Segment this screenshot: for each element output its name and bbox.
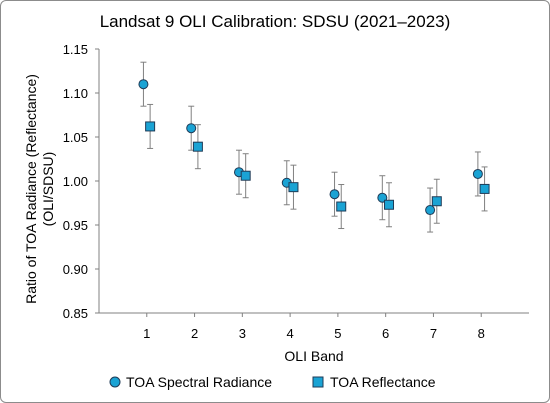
legend-item-radiance: TOA Spectral Radiance (109, 374, 272, 390)
data-point-square (384, 199, 395, 210)
y-tick-label: 1.00 (63, 174, 88, 189)
y-tick-label: 1.15 (63, 42, 88, 57)
data-point-circle (329, 189, 340, 200)
y-tick-label: 0.85 (63, 306, 88, 321)
legend-square-marker (312, 376, 324, 388)
x-tick-labels: 1 2 3 4 5 6 7 8 (143, 313, 485, 341)
series-layer (138, 61, 490, 233)
y-tick-label: 0.90 (63, 262, 88, 277)
series-radiance (138, 61, 483, 233)
data-point-square (192, 141, 203, 152)
legend: TOA Spectral Radiance TOA Reflectance (109, 374, 436, 390)
x-tick-label: 6 (382, 326, 389, 341)
data-point-circle (138, 79, 149, 90)
data-point-square (145, 121, 156, 132)
legend-label-radiance: TOA Spectral Radiance (126, 374, 272, 390)
data-point-square (240, 170, 251, 181)
data-point-square (479, 183, 490, 194)
legend-label-reflectance: TOA Reflectance (330, 374, 436, 390)
y-tick-label: 1.10 (63, 86, 88, 101)
x-tick-label: 2 (191, 326, 198, 341)
x-tick-label: 1 (143, 326, 150, 341)
legend-circle-marker (109, 376, 121, 388)
x-tick-label: 3 (239, 326, 246, 341)
y-tick-label: 0.95 (63, 218, 88, 233)
y-tick-labels: 0.85 0.90 0.95 1.00 1.05 1.10 1.15 (63, 42, 99, 321)
axes (98, 49, 529, 314)
data-point-circle (425, 205, 436, 216)
data-point-square (431, 196, 442, 207)
x-tick-label: 4 (286, 326, 293, 341)
legend-item-reflectance: TOA Reflectance (312, 374, 436, 390)
x-tick-label: 7 (430, 326, 437, 341)
data-point-square (288, 182, 299, 193)
data-point-circle (472, 168, 483, 179)
y-axis-label-line2: (OLI/SDSU) (40, 152, 56, 227)
y-tick-label: 1.05 (63, 130, 88, 145)
data-point-square (336, 201, 347, 212)
x-axis-label: OLI Band (284, 348, 343, 364)
y-axis-label-line1: Ratio of TOA Radiance (Reflectance) (23, 74, 39, 304)
x-tick-label: 8 (478, 326, 485, 341)
y-axis-label: Ratio of TOA Radiance (Reflectance) (OLI… (23, 74, 56, 304)
chart-title: Landsat 9 OLI Calibration: SDSU (2021–20… (100, 12, 451, 31)
x-tick-label: 5 (334, 326, 341, 341)
series-reflectance (145, 103, 490, 230)
data-point-circle (186, 123, 197, 134)
